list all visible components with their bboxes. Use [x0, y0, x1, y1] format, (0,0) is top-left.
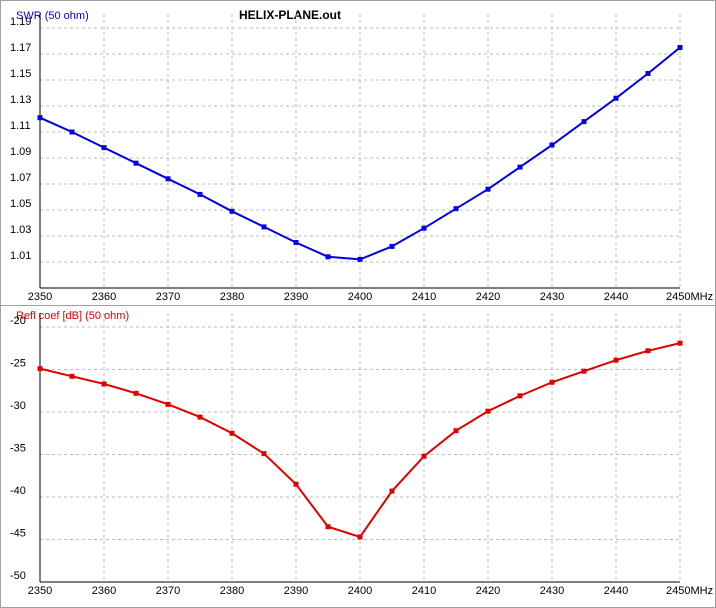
- data-point: [165, 176, 171, 182]
- chart-title: HELIX-PLANE.out: [239, 8, 341, 22]
- x-tick-label: 2350: [28, 585, 52, 597]
- x-tick-label: 2440: [604, 291, 628, 303]
- y-tick-label: -45: [10, 527, 26, 539]
- data-point: [293, 240, 299, 245]
- data-point: [133, 390, 139, 396]
- data-point: [677, 340, 683, 346]
- x-tick-label: 2430: [540, 585, 564, 597]
- data-point: [101, 145, 107, 151]
- y-tick-label: 1.09: [10, 146, 31, 158]
- data-point: [101, 381, 107, 387]
- data-point: [421, 453, 427, 459]
- data-point: [517, 393, 523, 399]
- data-point: [261, 224, 267, 230]
- data-point: [485, 408, 491, 414]
- data-point: [229, 430, 235, 436]
- x-tick-label: 2400: [348, 291, 372, 303]
- y-tick-label: -25: [10, 357, 26, 369]
- y-tick-label: 1.13: [10, 94, 31, 106]
- x-tick-label: 2420: [476, 291, 500, 303]
- x-tick-label: 2370: [156, 291, 180, 303]
- x-tick-label: 2440: [604, 585, 628, 597]
- data-point: [645, 348, 651, 354]
- y-tick-label: -50: [10, 570, 26, 582]
- data-point: [229, 208, 235, 214]
- data-point: [453, 206, 459, 212]
- data-point: [549, 142, 555, 148]
- x-tick-label: 2380: [220, 291, 244, 303]
- data-point: [197, 191, 203, 197]
- data-point: [325, 254, 331, 260]
- y-tick-label: -20: [10, 315, 26, 327]
- y-axis-label: SWR (50 ohm): [16, 10, 89, 22]
- x-tick-label: 2450MHz: [666, 585, 713, 597]
- y-tick-label: -35: [10, 442, 26, 454]
- data-point: [357, 534, 363, 540]
- x-tick-label: 2360: [92, 585, 116, 597]
- data-point: [645, 71, 651, 76]
- x-tick-label: 2410: [412, 291, 436, 303]
- data-point: [517, 164, 523, 170]
- x-tick-label: 2380: [220, 585, 244, 597]
- data-point: [581, 119, 587, 125]
- data-point: [325, 524, 331, 530]
- data-point: [165, 401, 171, 407]
- data-point: [37, 115, 43, 121]
- y-axis-label: Refl coef [dB] (50 ohm): [16, 310, 129, 322]
- x-tick-label: 2390: [284, 585, 308, 597]
- data-point: [37, 366, 43, 372]
- data-point: [357, 256, 363, 262]
- y-tick-label: 1.17: [10, 42, 31, 54]
- x-tick-label: 2350: [28, 291, 52, 303]
- y-tick-label: 1.05: [10, 198, 31, 210]
- data-point: [261, 451, 267, 457]
- data-point: [549, 379, 555, 385]
- y-tick-label: -40: [10, 485, 26, 497]
- data-point: [581, 368, 587, 374]
- y-tick-label: 1.19: [10, 16, 31, 28]
- y-tick-label: 1.15: [10, 68, 31, 80]
- y-tick-label: 1.03: [10, 224, 31, 236]
- data-point: [389, 243, 395, 249]
- y-tick-label: -30: [10, 400, 26, 412]
- data-point: [677, 45, 683, 50]
- data-point: [389, 488, 395, 494]
- x-tick-label: 2410: [412, 585, 436, 597]
- y-tick-label: 1.01: [10, 250, 31, 262]
- data-point: [133, 160, 139, 166]
- data-point: [421, 225, 427, 231]
- data-point: [613, 95, 619, 101]
- data-point: [197, 414, 203, 420]
- y-tick-label: 1.11: [10, 120, 31, 132]
- data-point: [613, 357, 619, 363]
- data-point: [485, 186, 491, 192]
- x-tick-label: 2390: [284, 291, 308, 303]
- data-point: [293, 481, 299, 487]
- x-tick-label: 2430: [540, 291, 564, 303]
- data-point: [69, 373, 75, 379]
- x-tick-label: 2400: [348, 585, 372, 597]
- data-point: [453, 428, 459, 434]
- x-tick-label: 2450MHz: [666, 291, 713, 303]
- x-tick-label: 2370: [156, 585, 180, 597]
- x-tick-label: 2360: [92, 291, 116, 303]
- y-tick-label: 1.07: [10, 172, 31, 184]
- data-point: [69, 129, 75, 135]
- x-tick-label: 2420: [476, 585, 500, 597]
